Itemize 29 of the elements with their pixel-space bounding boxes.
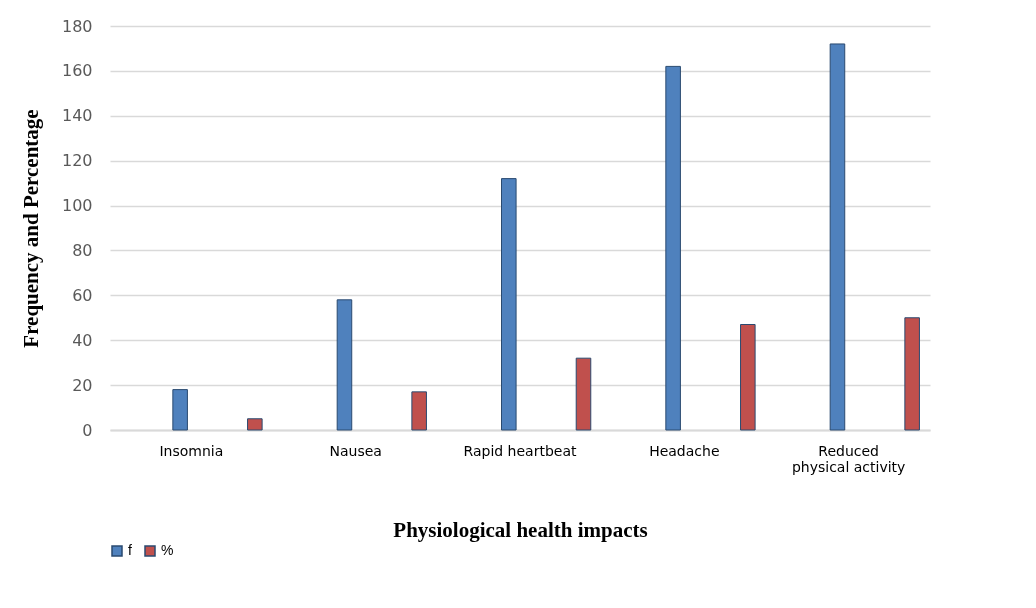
bar [904,317,920,431]
bar [247,418,263,431]
x-tick-label: Nausea [329,442,382,459]
bar [336,299,353,431]
x-tick-label: Reduced physical activity [791,442,906,475]
x-tick-label: Rapid heartbeat [463,442,577,459]
y-tick-label: 40 [72,330,93,350]
legend-label: % [161,542,174,558]
y-tick-label: 120 [61,151,93,171]
y-tick-label: 160 [61,61,93,81]
bar [740,324,756,431]
legend-label: f [128,542,132,558]
y-tick-label: 60 [72,285,93,305]
bar [665,65,681,431]
y-axis-title: Frequency and Percentage [18,109,43,348]
bar [501,178,517,431]
y-tick-label: 0 [82,420,93,440]
x-tick-label: Insomnia [159,442,224,459]
y-tick-label: 180 [61,16,93,36]
bar [575,357,592,431]
x-tick-label: Headache [649,442,720,459]
x-axis-title: Physiological health impacts [393,517,648,542]
bar [411,391,427,431]
y-tick-label: 20 [72,375,93,395]
bar [829,43,846,431]
y-tick-label: 100 [61,196,93,216]
y-tick-label: 140 [61,106,93,126]
bar [172,389,188,431]
y-tick-label: 80 [72,240,93,260]
